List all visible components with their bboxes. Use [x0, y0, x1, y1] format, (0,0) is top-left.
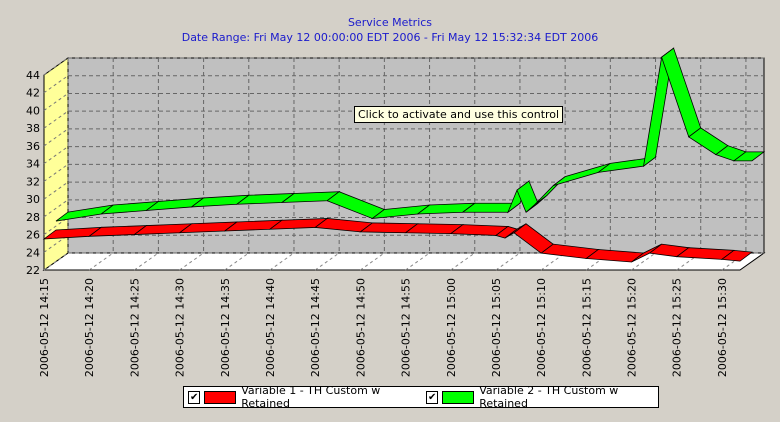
y-tick-label: 38	[26, 122, 40, 135]
x-tick-label: 2006-05-12 15:30	[716, 278, 729, 377]
y-tick-label: 44	[26, 69, 40, 82]
series-1-segment	[720, 249, 754, 262]
chart-title: Service Metrics	[347, 16, 433, 29]
x-tick-label: 2006-05-12 15:25	[671, 278, 684, 377]
legend-label-variable-1: Variable 1 - TH Custom w Retained	[241, 384, 381, 410]
y-tick-label: 22	[26, 264, 40, 277]
x-gridline-floor	[631, 252, 656, 271]
x-tick-label: 2006-05-12 15:20	[626, 278, 639, 377]
legend-item-variable-1[interactable]: ✔ Variable 1 - TH Custom w Retained	[188, 384, 420, 410]
x-tick-label: 2006-05-12 14:50	[354, 278, 367, 377]
floor	[42, 252, 766, 271]
y-gridline-side	[43, 128, 69, 147]
x-tick-label: 2006-05-12 14:25	[128, 278, 141, 377]
legend-item-variable-2[interactable]: ✔ Variable 2 - TH Custom w Retained	[426, 384, 658, 410]
y-gridline-side	[43, 57, 69, 76]
y-gridline-side	[43, 75, 69, 94]
legend-swatch-variable-1	[204, 390, 237, 404]
series-2-segment	[732, 151, 766, 162]
legend: ✔ Variable 1 - TH Custom w Retained ✔ Va…	[183, 384, 659, 410]
y-gridline-side	[43, 93, 69, 111]
x-tick-label: 2006-05-12 14:30	[174, 278, 187, 377]
x-gridline-floor	[134, 252, 159, 271]
x-gridline-floor	[269, 252, 295, 271]
x-gridline-floor	[314, 252, 340, 271]
y-tick-label: 30	[26, 193, 40, 206]
chart-subtitle: Date Range: Fri May 12 00:00:00 EDT 2006…	[181, 31, 599, 44]
y-tick-label: 34	[26, 158, 40, 171]
y-tick-label: 26	[26, 229, 40, 242]
x-gridline-floor	[405, 252, 430, 271]
y-tick-label: 42	[26, 87, 40, 100]
y-gridline-side	[43, 163, 69, 182]
legend-checkbox-variable-2[interactable]: ✔	[426, 390, 439, 404]
y-tick-label: 32	[26, 175, 40, 188]
x-tick-label: 2006-05-12 14:55	[400, 278, 413, 377]
x-gridline-floor	[179, 252, 204, 271]
x-tick-label: 2006-05-12 14:20	[83, 278, 96, 377]
y-tick-label: 40	[26, 104, 40, 117]
y-gridline-side	[43, 146, 69, 165]
y-tick-label: 24	[26, 246, 40, 259]
activate-control-tooltip: Click to activate and use this control	[354, 106, 564, 123]
x-tick-label: 2006-05-12 14:40	[264, 278, 277, 377]
x-gridline-floor	[495, 252, 521, 271]
x-tick-label: 2006-05-12 14:35	[219, 278, 232, 377]
x-gridline-floor	[450, 252, 476, 271]
y-gridline-side	[43, 110, 69, 129]
y-tick-label: 36	[26, 140, 40, 153]
x-tick-label: 2006-05-12 15:00	[445, 278, 458, 377]
y-gridline-side	[43, 181, 69, 200]
y-gridline-side	[43, 199, 69, 218]
x-gridline-floor	[43, 252, 69, 271]
x-gridline-floor	[88, 252, 114, 271]
x-tick-label: 2006-05-12 15:15	[580, 278, 593, 377]
x-tick-label: 2006-05-12 14:45	[309, 278, 322, 377]
x-gridline-floor	[224, 252, 250, 271]
x-tick-label: 2006-05-12 15:10	[535, 278, 548, 377]
x-tick-label: 2006-05-12 15:05	[490, 278, 503, 377]
legend-label-variable-2: Variable 2 - TH Custom w Retained	[479, 384, 619, 410]
y-gridline-side	[43, 217, 69, 235]
x-gridline-floor	[360, 252, 385, 271]
x-tick-label: 2006-05-12 14:15	[38, 278, 51, 377]
legend-checkbox-variable-1[interactable]: ✔	[188, 390, 201, 404]
y-tick-label: 28	[26, 211, 40, 224]
legend-swatch-variable-2	[442, 390, 475, 404]
